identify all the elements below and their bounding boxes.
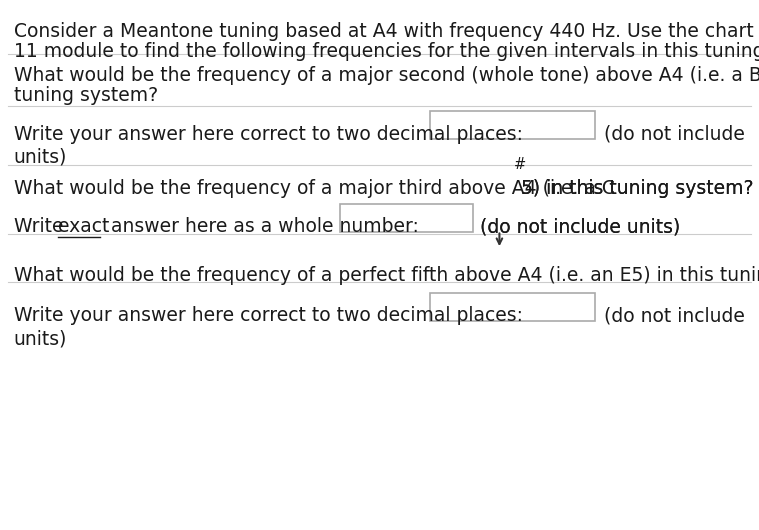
Text: (do not include units): (do not include units) <box>480 217 680 236</box>
Text: Consider a Meantone tuning based at A4 with frequency 440 Hz. Use the chart in t: Consider a Meantone tuning based at A4 w… <box>14 22 759 41</box>
Text: exact: exact <box>58 217 109 236</box>
Text: units): units) <box>14 330 67 349</box>
FancyBboxPatch shape <box>430 111 595 139</box>
FancyBboxPatch shape <box>430 293 595 321</box>
Text: Write: Write <box>14 217 69 236</box>
Text: 11 module to find the following frequencies for the given intervals in this tuni: 11 module to find the following frequenc… <box>14 42 759 61</box>
Text: 5) in this tuning system?: 5) in this tuning system? <box>521 179 753 198</box>
Text: answer here as a whole number:: answer here as a whole number: <box>105 217 419 236</box>
Text: tuning system?: tuning system? <box>14 86 158 105</box>
Text: (do not include units): (do not include units) <box>480 217 680 236</box>
Text: 5) in this tuning system?: 5) in this tuning system? <box>521 179 753 198</box>
Text: units): units) <box>14 147 67 166</box>
Text: What would be the frequency of a perfect fifth above A4 (i.e. an E5) in this tun: What would be the frequency of a perfect… <box>14 266 759 285</box>
Text: Write your answer here correct to two decimal places:: Write your answer here correct to two de… <box>14 306 523 325</box>
Text: Write your answer here correct to two decimal places:: Write your answer here correct to two de… <box>14 125 523 144</box>
FancyBboxPatch shape <box>340 204 473 232</box>
Text: (do not include: (do not include <box>604 125 745 144</box>
Text: #: # <box>514 157 526 172</box>
Text: What would be the frequency of a major third above A4 (i.e. a C: What would be the frequency of a major t… <box>14 179 615 198</box>
Text: What would be the frequency of a major second (whole tone) above A4 (i.e. a B4) : What would be the frequency of a major s… <box>14 66 759 85</box>
Text: (do not include: (do not include <box>604 306 745 325</box>
